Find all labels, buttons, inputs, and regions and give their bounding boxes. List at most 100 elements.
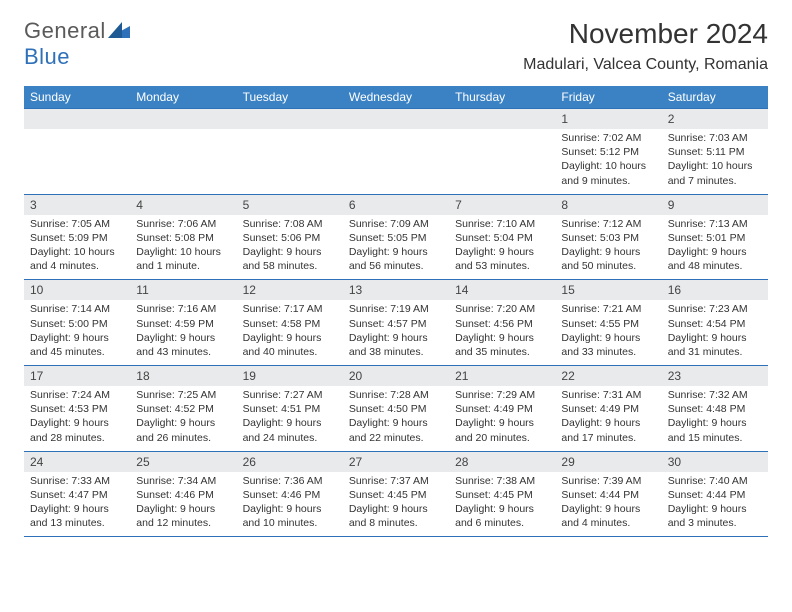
day-header: Thursday [449,86,555,109]
sunrise-text: Sunrise: 7:06 AM [136,217,230,231]
daylight-text: Daylight: 9 hours [136,331,230,345]
daylight-text: Daylight: 9 hours [243,416,337,430]
day-details [24,129,130,194]
logo-text-blue: Blue [24,44,70,69]
day-details: Sunrise: 7:29 AMSunset: 4:49 PMDaylight:… [449,386,555,451]
daylight-text: and 35 minutes. [455,345,549,359]
day-details: Sunrise: 7:13 AMSunset: 5:01 PMDaylight:… [662,215,768,280]
daylight-text: Daylight: 9 hours [136,416,230,430]
daylight-text: and 10 minutes. [243,516,337,530]
day-number: 25 [130,451,236,472]
sunset-text: Sunset: 5:08 PM [136,231,230,245]
sunset-text: Sunset: 4:55 PM [561,317,655,331]
day-number: 1 [555,109,661,130]
day-number: 19 [237,366,343,387]
day-number: 20 [343,366,449,387]
sunrise-text: Sunrise: 7:13 AM [668,217,762,231]
daylight-text: Daylight: 9 hours [561,245,655,259]
day-details: Sunrise: 7:17 AMSunset: 4:58 PMDaylight:… [237,300,343,365]
day-details: Sunrise: 7:34 AMSunset: 4:46 PMDaylight:… [130,472,236,537]
calendar-table: Sunday Monday Tuesday Wednesday Thursday… [24,86,768,537]
daylight-text: and 28 minutes. [30,431,124,445]
sunset-text: Sunset: 5:00 PM [30,317,124,331]
sunset-text: Sunset: 4:46 PM [243,488,337,502]
daylight-text: Daylight: 9 hours [243,331,337,345]
sunset-text: Sunset: 4:47 PM [30,488,124,502]
daylight-text: and 4 minutes. [561,516,655,530]
sunrise-text: Sunrise: 7:10 AM [455,217,549,231]
day-details: Sunrise: 7:33 AMSunset: 4:47 PMDaylight:… [24,472,130,537]
day-details: Sunrise: 7:19 AMSunset: 4:57 PMDaylight:… [343,300,449,365]
daylight-text: and 45 minutes. [30,345,124,359]
day-header: Saturday [662,86,768,109]
daylight-text: Daylight: 9 hours [455,416,549,430]
daylight-text: Daylight: 10 hours [668,159,762,173]
day-number: 15 [555,280,661,301]
day-details [237,129,343,194]
day-number: 27 [343,451,449,472]
sunset-text: Sunset: 4:46 PM [136,488,230,502]
sunset-text: Sunset: 4:53 PM [30,402,124,416]
daylight-text: and 38 minutes. [349,345,443,359]
sunrise-text: Sunrise: 7:19 AM [349,302,443,316]
day-header: Tuesday [237,86,343,109]
day-number: 30 [662,451,768,472]
sunset-text: Sunset: 4:48 PM [668,402,762,416]
day-details: Sunrise: 7:09 AMSunset: 5:05 PMDaylight:… [343,215,449,280]
sunrise-text: Sunrise: 7:25 AM [136,388,230,402]
day-number: 23 [662,366,768,387]
day-number: 18 [130,366,236,387]
sunrise-text: Sunrise: 7:05 AM [30,217,124,231]
daylight-text: and 7 minutes. [668,174,762,188]
day-header-row: Sunday Monday Tuesday Wednesday Thursday… [24,86,768,109]
day-number [130,109,236,130]
day-number: 29 [555,451,661,472]
day-number: 9 [662,194,768,215]
daylight-text: and 6 minutes. [455,516,549,530]
location: Madulari, Valcea County, Romania [523,56,768,74]
sunrise-text: Sunrise: 7:32 AM [668,388,762,402]
day-details: Sunrise: 7:03 AMSunset: 5:11 PMDaylight:… [662,129,768,194]
day-details: Sunrise: 7:23 AMSunset: 4:54 PMDaylight:… [662,300,768,365]
sunset-text: Sunset: 4:49 PM [455,402,549,416]
sunset-text: Sunset: 4:54 PM [668,317,762,331]
day-details: Sunrise: 7:12 AMSunset: 5:03 PMDaylight:… [555,215,661,280]
sunrise-text: Sunrise: 7:33 AM [30,474,124,488]
daylight-text: and 4 minutes. [30,259,124,273]
day-body-row: Sunrise: 7:02 AMSunset: 5:12 PMDaylight:… [24,129,768,194]
sunrise-text: Sunrise: 7:20 AM [455,302,549,316]
month-title: November 2024 [523,18,768,50]
daylight-text: Daylight: 9 hours [349,416,443,430]
day-number: 22 [555,366,661,387]
sunrise-text: Sunrise: 7:39 AM [561,474,655,488]
sunrise-text: Sunrise: 7:29 AM [455,388,549,402]
day-header: Monday [130,86,236,109]
daylight-text: Daylight: 10 hours [136,245,230,259]
sunrise-text: Sunrise: 7:02 AM [561,131,655,145]
sunset-text: Sunset: 5:06 PM [243,231,337,245]
daylight-text: and 9 minutes. [561,174,655,188]
day-number-row: 12 [24,109,768,130]
day-number: 5 [237,194,343,215]
day-details: Sunrise: 7:37 AMSunset: 4:45 PMDaylight:… [343,472,449,537]
daylight-text: Daylight: 9 hours [561,502,655,516]
sunrise-text: Sunrise: 7:34 AM [136,474,230,488]
sunset-text: Sunset: 5:03 PM [561,231,655,245]
day-number: 17 [24,366,130,387]
sunrise-text: Sunrise: 7:38 AM [455,474,549,488]
day-number [343,109,449,130]
day-number: 2 [662,109,768,130]
sunset-text: Sunset: 5:12 PM [561,145,655,159]
daylight-text: Daylight: 9 hours [349,331,443,345]
day-number: 3 [24,194,130,215]
sunset-text: Sunset: 4:45 PM [349,488,443,502]
day-number: 6 [343,194,449,215]
day-details: Sunrise: 7:08 AMSunset: 5:06 PMDaylight:… [237,215,343,280]
day-details: Sunrise: 7:32 AMSunset: 4:48 PMDaylight:… [662,386,768,451]
sunrise-text: Sunrise: 7:37 AM [349,474,443,488]
day-header: Friday [555,86,661,109]
daylight-text: Daylight: 9 hours [561,416,655,430]
daylight-text: Daylight: 10 hours [561,159,655,173]
daylight-text: Daylight: 9 hours [30,331,124,345]
daylight-text: and 53 minutes. [455,259,549,273]
